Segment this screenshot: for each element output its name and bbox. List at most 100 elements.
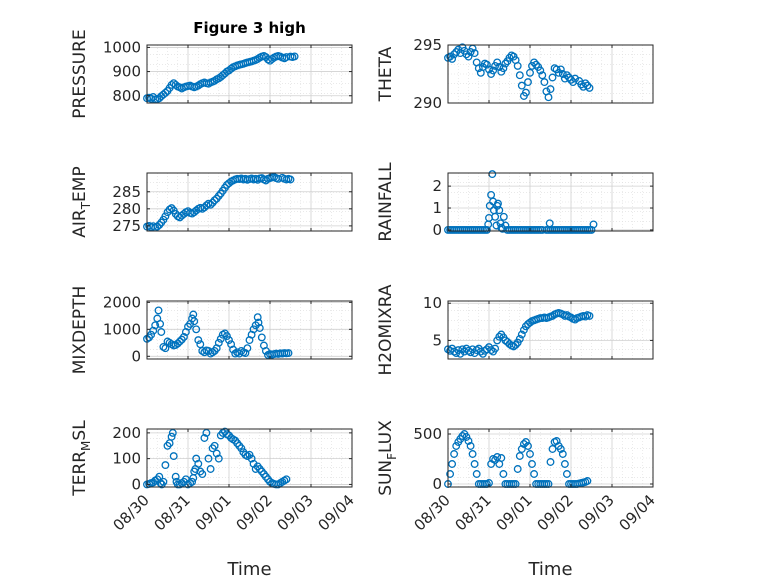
y-axis-label-main: SUN bbox=[376, 460, 396, 496]
data-point bbox=[212, 449, 221, 458]
data-point bbox=[204, 454, 213, 463]
data-point bbox=[548, 311, 557, 320]
minor-grid bbox=[448, 429, 653, 487]
y-axis-label: MIXDEPTH bbox=[70, 286, 90, 375]
minor-grid bbox=[448, 45, 653, 103]
data-point bbox=[247, 454, 256, 463]
data-point bbox=[472, 470, 481, 478]
data-point bbox=[257, 333, 266, 342]
data-point bbox=[286, 175, 295, 184]
data-point bbox=[583, 477, 592, 485]
data-point bbox=[470, 49, 479, 58]
data-point bbox=[464, 52, 473, 61]
data-point bbox=[556, 65, 565, 74]
major-grid bbox=[448, 173, 653, 231]
x-tick-label: 08/31 bbox=[151, 491, 194, 534]
x-tick-label: 08/31 bbox=[452, 491, 495, 534]
y-tick-label: 5 bbox=[432, 331, 442, 349]
x-axis-label: Time bbox=[527, 559, 572, 580]
data-point bbox=[468, 450, 477, 458]
major-grid bbox=[448, 301, 653, 359]
data-point bbox=[161, 88, 170, 97]
y-tick-label: 1000 bbox=[103, 320, 141, 338]
data-point bbox=[462, 433, 471, 441]
data-point bbox=[190, 317, 199, 326]
y-axis-label-tail: LUX bbox=[376, 420, 396, 453]
data-point bbox=[214, 338, 223, 347]
data-point bbox=[254, 318, 263, 327]
series-markers bbox=[444, 430, 592, 488]
x-tick-label: 08/30 bbox=[110, 491, 153, 534]
data-point bbox=[466, 442, 475, 450]
y-tick-label: 280 bbox=[112, 200, 141, 218]
subplot-6: 5 10 H2OMIXRA bbox=[376, 284, 654, 376]
data-point bbox=[495, 63, 504, 71]
minor-grid bbox=[448, 173, 653, 231]
data-point bbox=[513, 465, 522, 473]
data-point bbox=[546, 85, 555, 94]
chart-title: Figure 3 high bbox=[193, 19, 306, 37]
minor-grid bbox=[147, 301, 352, 359]
data-point bbox=[538, 71, 547, 80]
axes-box bbox=[146, 300, 353, 360]
data-point bbox=[161, 212, 170, 221]
x-tick-label: 08/30 bbox=[411, 491, 454, 534]
y-tick-label: 295 bbox=[413, 36, 442, 54]
y-axis-label-main: RAINFALL bbox=[376, 162, 396, 242]
data-point bbox=[489, 66, 498, 75]
minor-grid bbox=[147, 45, 352, 103]
data-point bbox=[206, 465, 215, 473]
data-point bbox=[515, 71, 524, 80]
data-point bbox=[156, 319, 165, 328]
y-axis-label: THETA bbox=[376, 46, 396, 102]
axes-box bbox=[146, 44, 353, 104]
data-point bbox=[488, 170, 497, 179]
data-point bbox=[556, 445, 565, 453]
y-tick-label: 900 bbox=[112, 63, 141, 81]
data-point bbox=[482, 225, 491, 234]
subplot-4: 0 1 2 RAINFALL bbox=[376, 162, 654, 242]
axes-box bbox=[447, 44, 654, 104]
data-point bbox=[261, 176, 270, 185]
data-point bbox=[530, 470, 539, 478]
data-point bbox=[194, 336, 203, 345]
data-point bbox=[517, 81, 526, 90]
data-point bbox=[515, 452, 524, 460]
data-point bbox=[157, 328, 166, 336]
data-point bbox=[214, 454, 223, 463]
data-point bbox=[482, 60, 491, 69]
data-point bbox=[153, 222, 162, 231]
data-point bbox=[159, 477, 168, 486]
data-point bbox=[517, 330, 526, 339]
data-point bbox=[491, 212, 500, 221]
data-point bbox=[558, 70, 567, 78]
data-point bbox=[200, 434, 209, 442]
data-point bbox=[515, 334, 524, 343]
x-tick-label: 09/04 bbox=[616, 491, 659, 534]
minor-grid bbox=[448, 301, 653, 359]
data-point bbox=[583, 81, 592, 90]
major-grid bbox=[147, 45, 352, 103]
data-point bbox=[546, 458, 555, 466]
data-point bbox=[545, 219, 554, 228]
data-point bbox=[521, 438, 530, 446]
data-point bbox=[452, 48, 461, 56]
x-tick-label: 09/03 bbox=[575, 491, 618, 534]
y-tick-label: 2 bbox=[432, 177, 442, 195]
series-markers bbox=[143, 173, 295, 232]
data-point bbox=[562, 311, 571, 320]
y-tick-label: 2000 bbox=[103, 293, 141, 311]
data-point bbox=[499, 212, 508, 221]
data-point bbox=[501, 221, 510, 230]
data-point bbox=[487, 346, 496, 355]
data-point bbox=[491, 344, 500, 353]
axes-box bbox=[447, 300, 654, 360]
x-tick-label: 09/01 bbox=[192, 491, 235, 534]
y-tick-label: 0 bbox=[432, 475, 442, 493]
y-axis-label-main: H2OMIXRA bbox=[376, 284, 396, 375]
axes-box bbox=[447, 172, 654, 232]
y-axis-label: RAINFALL bbox=[376, 162, 396, 242]
data-point bbox=[540, 78, 549, 87]
data-point bbox=[202, 201, 211, 210]
data-point bbox=[161, 344, 170, 353]
